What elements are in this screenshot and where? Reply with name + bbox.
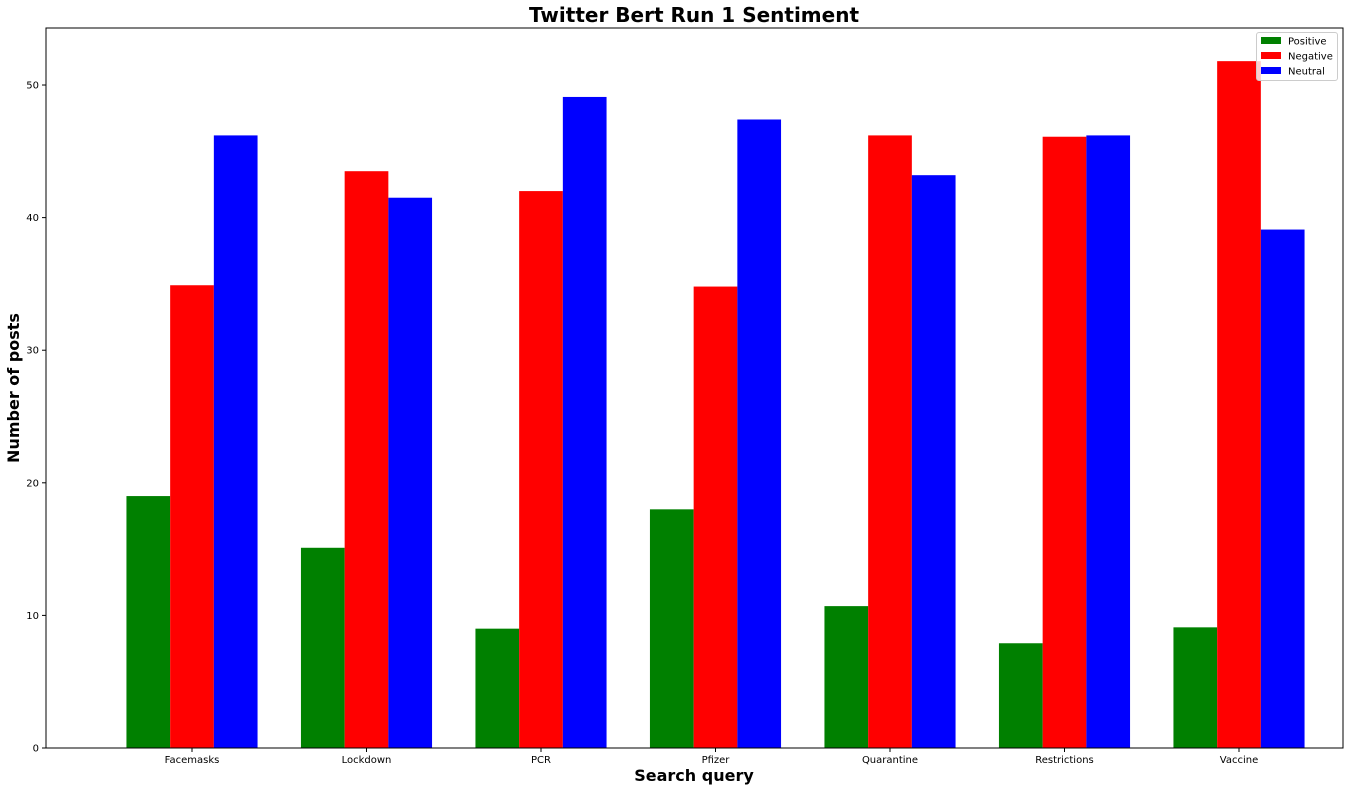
plot-frame [45, 27, 1344, 749]
bar-positive-lockdown [300, 547, 345, 748]
bar-negative-restrictions [1042, 136, 1087, 749]
bar-negative-facemasks [170, 285, 214, 748]
y-tick-label: 40 [26, 213, 39, 224]
bar-negative-pfizer [693, 286, 738, 748]
x-tick-label: Facemasks [165, 755, 220, 766]
legend-label-positive: Positive [1288, 37, 1327, 48]
legend-swatch-negative [1261, 52, 1281, 59]
bar-neutral-quarantine [911, 175, 956, 748]
y-tick-label: 10 [26, 611, 39, 622]
legend: Positive Negative Neutral [1256, 32, 1338, 81]
bar-neutral-pfizer [737, 119, 782, 749]
bar-neutral-facemasks [213, 135, 258, 748]
chart-title: Twitter Bert Run 1 Sentiment [529, 3, 859, 27]
legend-label-negative: Negative [1288, 52, 1333, 63]
bar-negative-vaccine [1217, 61, 1261, 748]
bars-group [126, 61, 1305, 749]
bar-negative-lockdown [344, 171, 389, 748]
bar-positive-vaccine [1173, 627, 1218, 748]
bar-positive-facemasks [126, 496, 171, 748]
bar-negative-quarantine [868, 135, 912, 748]
bar-positive-pcr [475, 628, 520, 748]
y-axis: 0 10 20 30 40 50 [26, 81, 46, 755]
x-axis: Facemasks Lockdown PCR Pfizer Quarantine Rest… [165, 748, 1258, 766]
x-tick-label: Quarantine [862, 755, 918, 766]
y-tick-label: 0 [33, 744, 39, 755]
bar-neutral-lockdown [388, 197, 433, 749]
y-tick-label: 30 [26, 346, 39, 357]
y-tick-label: 20 [26, 478, 39, 489]
bar-neutral-pcr [562, 96, 607, 748]
y-axis-label: Number of posts [4, 313, 23, 463]
x-axis-label: Search query [634, 766, 754, 785]
bar-positive-restrictions [998, 643, 1043, 748]
x-tick-label: PCR [531, 755, 551, 766]
bar-positive-quarantine [824, 606, 869, 748]
x-tick-label: Vaccine [1220, 755, 1258, 766]
legend-swatch-positive [1261, 37, 1281, 44]
bar-neutral-restrictions [1086, 135, 1131, 748]
x-tick-label: Restrictions [1035, 755, 1094, 766]
bar-negative-pcr [519, 191, 563, 749]
bar-positive-pfizer [649, 509, 694, 748]
x-tick-label: Pfizer [702, 755, 731, 766]
legend-label-neutral: Neutral [1288, 67, 1325, 78]
x-tick-label: Lockdown [342, 755, 392, 766]
legend-swatch-neutral [1261, 67, 1281, 74]
y-tick-label: 50 [26, 81, 39, 92]
bar-neutral-vaccine [1260, 229, 1305, 749]
